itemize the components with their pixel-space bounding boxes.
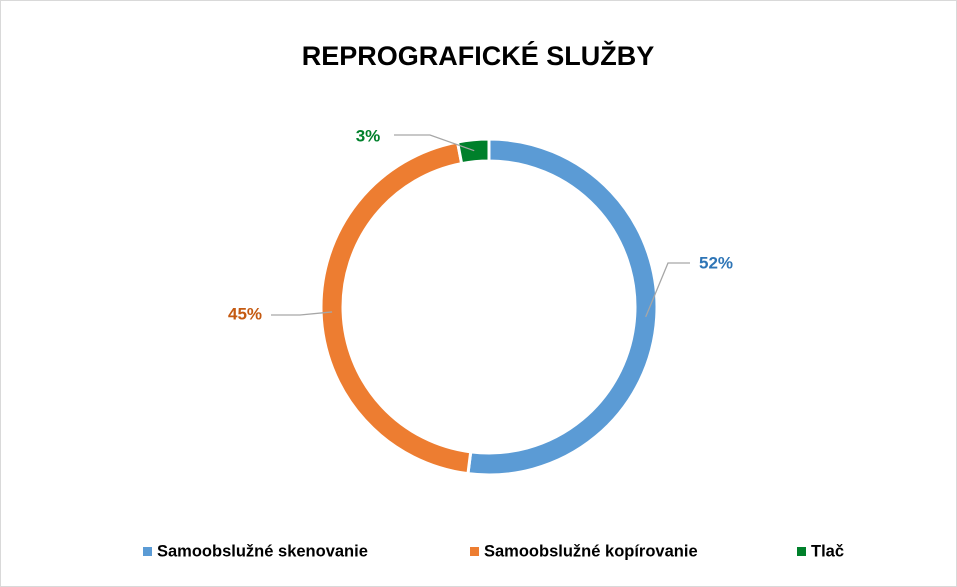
leader-line — [394, 134, 475, 152]
leader-line — [271, 311, 333, 316]
legend-label: Samoobslužné skenovanie — [157, 542, 368, 560]
chart-title: REPROGRAFICKÉ SLUŽBY — [302, 40, 655, 71]
legend-swatch — [797, 547, 806, 556]
leader-line — [645, 262, 690, 318]
data-label: 3% — [356, 126, 381, 145]
legend-label: Samoobslužné kopírovanie — [484, 542, 698, 560]
donut-slice — [455, 137, 491, 166]
legend-label: Tlač — [811, 542, 844, 560]
legend-swatch — [470, 547, 479, 556]
legend-swatch — [143, 547, 152, 556]
data-label: 45% — [228, 304, 262, 323]
data-label: 52% — [699, 253, 733, 272]
